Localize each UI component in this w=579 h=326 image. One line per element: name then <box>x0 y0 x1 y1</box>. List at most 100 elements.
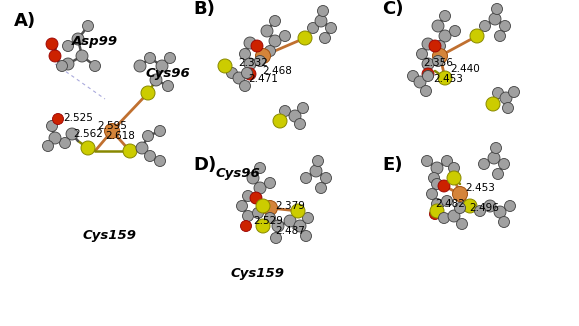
Circle shape <box>294 220 306 232</box>
Circle shape <box>431 199 442 210</box>
Circle shape <box>479 21 490 32</box>
Text: B): B) <box>193 0 215 18</box>
Circle shape <box>156 60 168 72</box>
Circle shape <box>72 33 84 45</box>
Circle shape <box>142 130 153 141</box>
Circle shape <box>60 138 71 149</box>
Text: Cys159: Cys159 <box>83 230 137 243</box>
Circle shape <box>494 31 505 41</box>
Circle shape <box>504 200 515 212</box>
Circle shape <box>150 74 162 86</box>
Circle shape <box>431 162 443 174</box>
Circle shape <box>298 102 309 113</box>
Circle shape <box>255 55 266 67</box>
Circle shape <box>427 188 438 200</box>
Circle shape <box>49 50 61 62</box>
Circle shape <box>136 142 148 154</box>
Circle shape <box>494 206 506 218</box>
Circle shape <box>270 232 281 244</box>
Text: 2.482: 2.482 <box>435 199 465 209</box>
Circle shape <box>320 33 331 43</box>
Text: D): D) <box>193 156 216 174</box>
Circle shape <box>289 110 301 122</box>
Circle shape <box>145 151 156 161</box>
Circle shape <box>46 121 57 131</box>
Circle shape <box>325 22 336 34</box>
Circle shape <box>449 25 460 37</box>
Circle shape <box>82 21 93 32</box>
Circle shape <box>256 219 270 233</box>
Circle shape <box>438 71 452 85</box>
Circle shape <box>420 85 431 96</box>
Circle shape <box>453 186 467 201</box>
Circle shape <box>423 70 434 82</box>
Text: 2.525: 2.525 <box>63 113 93 123</box>
Circle shape <box>438 213 449 224</box>
Circle shape <box>470 29 484 43</box>
Text: 2.356: 2.356 <box>423 58 453 68</box>
Circle shape <box>280 31 291 41</box>
Circle shape <box>488 152 500 164</box>
Circle shape <box>261 25 273 37</box>
Circle shape <box>298 31 312 45</box>
Circle shape <box>163 81 174 92</box>
Text: Asp99: Asp99 <box>72 35 118 48</box>
Circle shape <box>226 67 237 79</box>
Circle shape <box>57 61 68 71</box>
Circle shape <box>449 162 460 173</box>
Circle shape <box>236 200 247 212</box>
Circle shape <box>429 40 441 52</box>
Circle shape <box>408 70 419 82</box>
Circle shape <box>218 59 232 73</box>
Text: 2.496: 2.496 <box>469 203 499 213</box>
Circle shape <box>155 126 166 137</box>
Circle shape <box>500 92 512 104</box>
Circle shape <box>439 10 450 22</box>
Circle shape <box>475 205 486 216</box>
Circle shape <box>500 21 511 32</box>
Circle shape <box>243 190 254 201</box>
Circle shape <box>63 40 74 52</box>
Circle shape <box>265 177 276 188</box>
Circle shape <box>310 165 322 177</box>
Circle shape <box>265 46 276 56</box>
Circle shape <box>256 199 270 213</box>
Circle shape <box>493 87 504 98</box>
Circle shape <box>422 58 434 70</box>
Circle shape <box>301 172 312 184</box>
Text: 2.440: 2.440 <box>450 64 480 74</box>
Circle shape <box>164 52 175 64</box>
Circle shape <box>233 72 245 84</box>
Circle shape <box>104 124 119 139</box>
Text: 2.471: 2.471 <box>248 74 278 84</box>
Circle shape <box>251 192 262 203</box>
Circle shape <box>428 172 439 184</box>
Circle shape <box>508 86 519 97</box>
Circle shape <box>448 210 460 222</box>
Circle shape <box>141 86 155 100</box>
Circle shape <box>317 6 328 17</box>
Circle shape <box>244 37 256 49</box>
Circle shape <box>478 158 489 170</box>
Text: 2.562: 2.562 <box>73 129 103 139</box>
Text: C): C) <box>382 0 404 18</box>
Text: 2.595: 2.595 <box>97 121 127 131</box>
Circle shape <box>315 15 327 27</box>
Circle shape <box>42 141 53 152</box>
Circle shape <box>433 55 444 67</box>
Circle shape <box>430 204 444 218</box>
Circle shape <box>252 208 263 218</box>
Circle shape <box>499 158 510 170</box>
Circle shape <box>291 204 305 218</box>
Circle shape <box>433 49 448 64</box>
Circle shape <box>492 4 503 14</box>
Circle shape <box>302 213 313 224</box>
Circle shape <box>432 20 444 32</box>
Circle shape <box>414 76 426 88</box>
Circle shape <box>321 172 332 184</box>
Circle shape <box>455 202 466 214</box>
Circle shape <box>255 49 270 64</box>
Text: 2.529: 2.529 <box>253 216 283 226</box>
Circle shape <box>431 179 442 189</box>
Circle shape <box>123 144 137 158</box>
